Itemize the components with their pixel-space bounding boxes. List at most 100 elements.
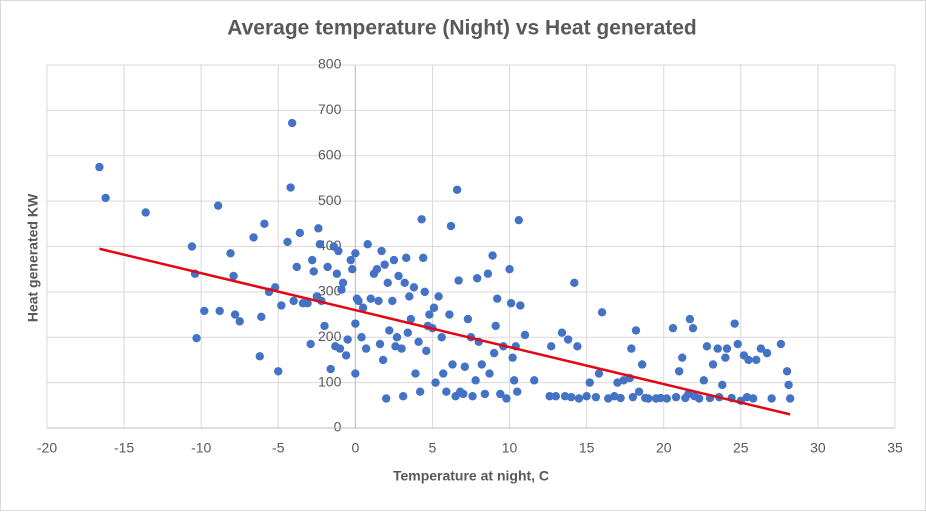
point	[283, 237, 292, 247]
point	[354, 296, 363, 306]
point	[463, 314, 473, 324]
point	[277, 301, 286, 310]
point	[460, 362, 470, 371]
point	[307, 255, 317, 265]
trendline	[99, 247, 791, 416]
point	[192, 333, 201, 343]
point	[215, 306, 224, 316]
point	[637, 360, 647, 369]
point	[493, 294, 502, 303]
point	[509, 376, 519, 385]
point	[372, 264, 382, 274]
point	[385, 326, 394, 335]
point	[411, 369, 420, 378]
point	[374, 296, 383, 306]
point	[230, 310, 240, 319]
point	[514, 215, 523, 225]
point	[382, 394, 391, 403]
point	[200, 306, 209, 316]
point	[380, 260, 389, 269]
point	[485, 369, 494, 378]
y-tick-label: 200	[318, 328, 342, 344]
point	[718, 380, 727, 390]
y-tick-label: 100	[318, 373, 342, 389]
point	[338, 278, 348, 287]
point	[249, 233, 258, 242]
point	[394, 271, 403, 281]
point	[235, 317, 244, 326]
point	[733, 339, 742, 349]
x-tick-label: 20	[656, 440, 672, 456]
point	[229, 271, 238, 281]
point	[471, 376, 480, 385]
point	[357, 333, 366, 342]
point	[628, 392, 638, 402]
point	[762, 348, 772, 358]
point	[306, 339, 315, 349]
point	[351, 319, 360, 328]
point	[742, 392, 752, 402]
point	[627, 344, 636, 353]
point	[213, 201, 223, 210]
point	[255, 352, 264, 361]
point	[785, 394, 795, 403]
point	[557, 328, 567, 337]
point	[776, 339, 786, 349]
y-tick-label: 600	[318, 146, 342, 162]
point	[641, 393, 650, 403]
point	[516, 301, 525, 310]
point	[597, 308, 607, 317]
point	[520, 330, 530, 340]
y-tick-label: 800	[318, 56, 342, 72]
point	[388, 296, 397, 306]
x-tick-label: 15	[579, 440, 595, 456]
point	[361, 344, 371, 353]
point	[468, 392, 477, 401]
point	[274, 367, 283, 376]
point	[377, 246, 386, 256]
point	[708, 360, 718, 369]
point	[730, 319, 739, 328]
point	[530, 376, 539, 385]
point	[378, 355, 388, 365]
x-tick-label: -20	[37, 440, 57, 456]
point	[95, 162, 104, 172]
point	[341, 351, 351, 360]
point	[671, 392, 681, 402]
point	[358, 303, 368, 312]
point	[420, 287, 429, 297]
point	[326, 364, 335, 374]
point	[452, 185, 462, 194]
point	[187, 242, 197, 251]
point	[403, 328, 412, 337]
point	[699, 376, 709, 385]
point	[309, 267, 318, 276]
point	[560, 392, 570, 401]
point	[634, 387, 644, 396]
point	[101, 193, 110, 203]
point	[415, 387, 425, 396]
point	[483, 269, 493, 278]
point	[442, 387, 451, 396]
point	[505, 264, 514, 274]
point	[496, 389, 505, 399]
point	[406, 314, 416, 324]
x-tick-label: 10	[502, 440, 518, 456]
point	[414, 337, 423, 346]
point	[585, 378, 594, 387]
point	[459, 389, 468, 399]
point	[226, 249, 235, 258]
point	[405, 292, 414, 301]
point	[513, 387, 522, 396]
x-tick-label: -10	[191, 440, 211, 456]
point	[402, 253, 411, 263]
point	[489, 348, 499, 358]
point	[506, 299, 516, 308]
point	[472, 274, 482, 283]
point	[315, 240, 325, 249]
point	[260, 219, 269, 229]
point	[546, 342, 556, 351]
x-tick-label: 35	[887, 440, 903, 456]
point	[437, 333, 446, 342]
point	[674, 367, 684, 376]
